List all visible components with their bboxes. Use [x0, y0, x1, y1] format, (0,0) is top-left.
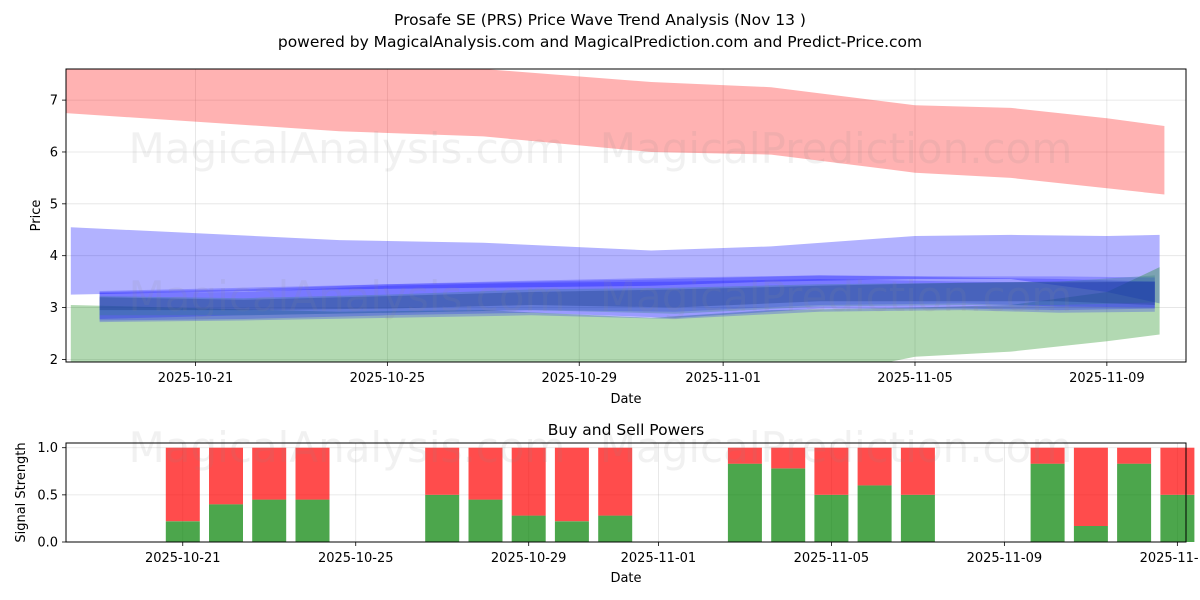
x-tick-label: 2025-10-29 — [541, 371, 617, 386]
x-tick-label: 2025-11-01 — [685, 371, 761, 386]
x-tick-label: 2025-10-25 — [318, 551, 394, 566]
y-tick-label: 4 — [50, 249, 58, 264]
band-blue-wide — [70, 227, 1160, 304]
band-red — [66, 69, 1165, 195]
x-tick-label: 2025-11-01 — [621, 551, 697, 566]
sell-bar — [209, 447, 243, 505]
watermark: MagicalPrediction.com — [600, 124, 1073, 173]
band-teal — [99, 275, 1155, 316]
sell-bar — [295, 447, 330, 500]
buy-bar — [857, 485, 892, 542]
chart-title: Prosafe SE (PRS) Price Wave Trend Analys… — [394, 11, 806, 29]
watermark: MagicalPrediction.com — [600, 423, 1073, 472]
y-tick-label: 7 — [50, 94, 58, 109]
sell-bar — [814, 447, 849, 495]
x-tick-label: 2025-10-25 — [350, 371, 426, 386]
sell-bar — [1117, 447, 1152, 464]
x-tick-label: 2025-11-09 — [967, 551, 1043, 566]
buy-bar — [1030, 463, 1065, 542]
watermark: MagicalAnalysis.com — [129, 423, 566, 472]
sell-bar — [1030, 447, 1065, 464]
sell-bar — [1073, 447, 1108, 526]
band-blue-3 — [99, 275, 1155, 323]
buy-bar — [209, 504, 243, 542]
y-tick-label: 2 — [50, 353, 58, 368]
band-blue-2 — [99, 279, 1155, 321]
bands — [66, 69, 1165, 362]
buy-bar — [1117, 463, 1152, 542]
buy-bar — [511, 515, 546, 542]
buy-bar — [468, 499, 503, 542]
y-tick-label: 0.0 — [37, 536, 58, 551]
buy-bar — [425, 494, 460, 542]
x-tick-label: 2025-11-05 — [794, 551, 870, 566]
buy-bar — [1073, 526, 1108, 542]
y-tick-label: 0.5 — [37, 488, 58, 503]
sell-bar — [511, 447, 546, 516]
buy-bar — [771, 468, 806, 542]
sell-bar — [252, 447, 287, 500]
sell-bar — [900, 447, 935, 495]
y-axis-label: Signal Strength — [14, 442, 29, 542]
y-tick-label: 1.0 — [37, 441, 58, 456]
x-tick-label: 2025-10-21 — [158, 371, 234, 386]
x-axis-label: Date — [610, 571, 641, 586]
sell-bar — [771, 447, 806, 469]
buy-bar — [814, 494, 849, 542]
sell-bar — [1160, 447, 1195, 495]
buy-bar — [252, 499, 287, 542]
y-tick-label: 3 — [50, 301, 58, 316]
watermark: MagicalAnalysis.com — [129, 124, 566, 173]
sell-bar — [165, 447, 200, 522]
sell-bar — [554, 447, 589, 522]
plot-frame — [65, 442, 1187, 543]
buy-bar — [165, 521, 200, 542]
band-blue-1 — [99, 275, 1155, 319]
buy-bar — [1160, 494, 1195, 542]
sell-bar — [857, 447, 892, 486]
chart-subtitle: powered by MagicalAnalysis.com and Magic… — [278, 33, 922, 51]
x-tick-label: 2025-11-09 — [1069, 371, 1145, 386]
y-axis-label: Price — [29, 200, 44, 232]
subplot-title: Buy and Sell Powers — [548, 421, 705, 439]
x-tick-label: 2025-11-05 — [877, 371, 953, 386]
buy-bar — [727, 463, 762, 542]
buy-bar — [598, 515, 633, 542]
sell-bar — [425, 447, 460, 495]
watermark: MagicalPrediction.com — [600, 272, 1073, 321]
x-tick-label: 2025-11-13 — [1140, 551, 1200, 566]
sell-bar — [727, 447, 762, 464]
buy-bar — [295, 499, 330, 542]
plot-frame — [65, 68, 1187, 363]
watermark: MagicalAnalysis.com — [129, 272, 566, 321]
price-wave-plot: MagicalAnalysis.com MagicalPrediction.com… — [29, 68, 1187, 407]
sell-bar — [468, 447, 503, 500]
x-tick-label: 2025-10-21 — [145, 551, 221, 566]
x-axis-label: Date — [610, 392, 641, 407]
sell-bar — [598, 447, 633, 516]
buy-bar — [554, 521, 589, 542]
y-tick-label: 5 — [50, 197, 58, 212]
y-tick-label: 6 — [50, 145, 58, 160]
buy-bar — [900, 494, 935, 542]
band-dark-core — [99, 281, 1155, 311]
band-green — [70, 267, 1160, 362]
x-tick-label: 2025-10-29 — [491, 551, 567, 566]
